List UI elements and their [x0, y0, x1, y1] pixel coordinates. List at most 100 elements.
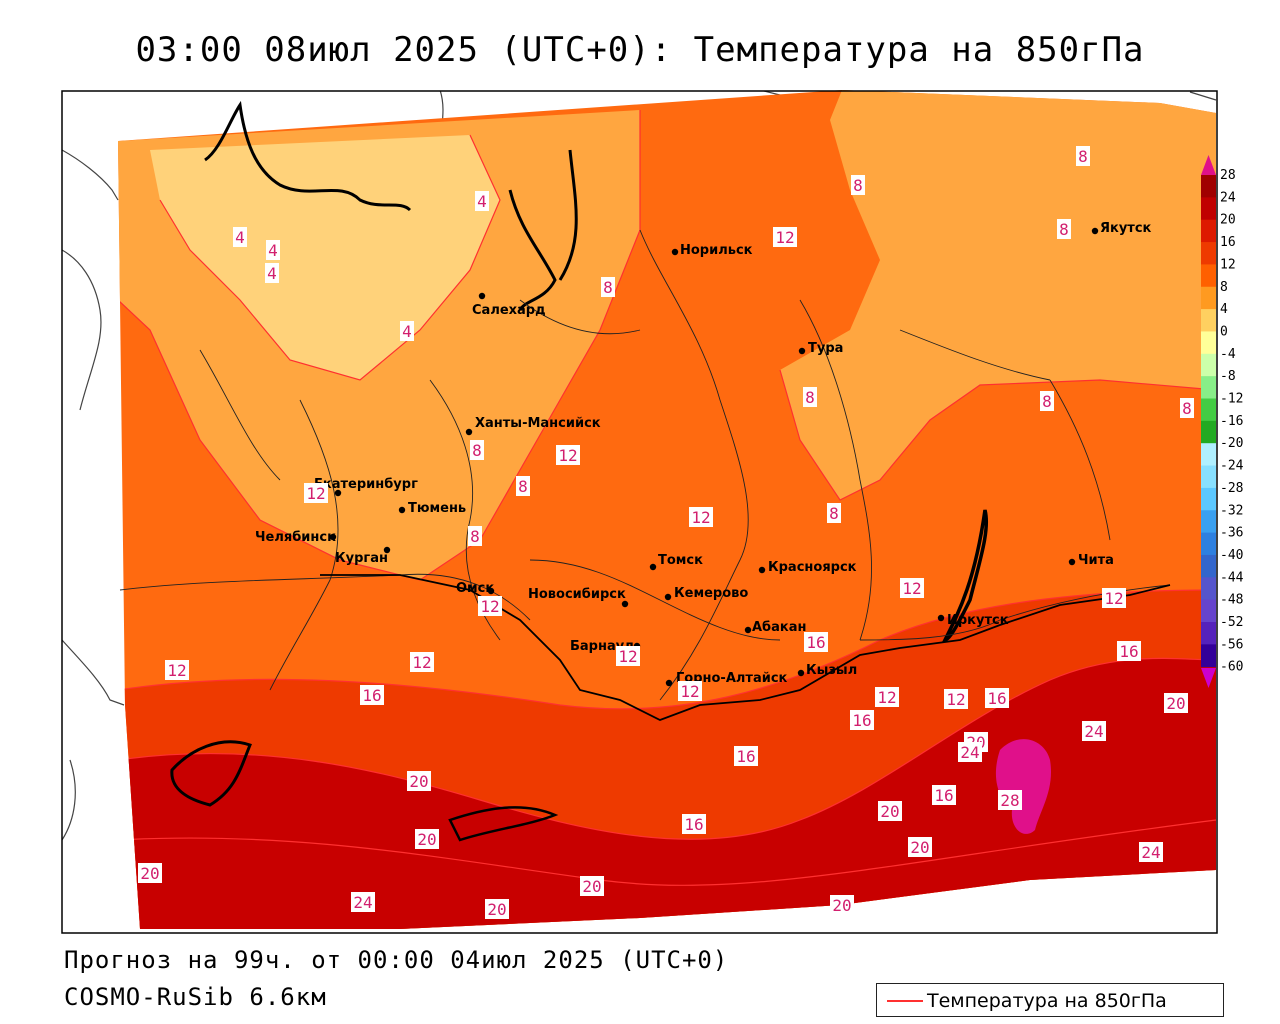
contour-label-bg: [556, 445, 580, 465]
contour-value-label: 16: [852, 711, 871, 730]
contour-value-label: 12: [167, 661, 186, 680]
colorbar-block: [1201, 487, 1216, 511]
contour-value-label: 4: [402, 322, 412, 341]
contour-label-bg: [265, 263, 279, 283]
city-label-ekaterinburg: Екатеринбург: [314, 477, 418, 492]
contour-value-label: 8: [1078, 147, 1088, 166]
colorbar-tick-label: 0: [1220, 324, 1228, 339]
contour-value-label: 12: [558, 446, 577, 465]
contour-value-label: 8: [1042, 392, 1052, 411]
colorbar-block: [1201, 197, 1216, 221]
colorbar-tick-label: 20: [1220, 213, 1236, 228]
contour-label-bg: [601, 277, 615, 297]
city-label-kyzyl: Кызыл: [806, 663, 857, 678]
colorbar-tick-label: -32: [1220, 503, 1243, 518]
colorbar-tick-label: 8: [1220, 280, 1228, 295]
colorbar-block: [1201, 309, 1216, 332]
contour-label-bg: [875, 687, 899, 707]
colorbar-tick-label: -28: [1220, 481, 1243, 496]
contour-value-label: 20: [487, 900, 506, 919]
colorbar-blocks: [1201, 175, 1216, 668]
contour-label-bg: [415, 829, 439, 849]
colorbar-tick-label: 4: [1220, 302, 1228, 317]
colorbar-tick-label: -20: [1220, 436, 1243, 451]
contour-value-label: 8: [853, 176, 863, 195]
colorbar-tick-label: 24: [1220, 190, 1236, 205]
city-labels: Норильск Якутск Салехард Тура Ханты-Манс…: [255, 221, 1152, 686]
contour-label-bg: [407, 771, 431, 791]
colorbar-block: [1201, 331, 1216, 355]
contour-value-label: 8: [518, 477, 528, 496]
colorbar-block: [1201, 622, 1216, 645]
contour-value-label: 20: [409, 772, 428, 791]
contour-value-label: 12: [775, 228, 794, 247]
colorbar-top-arrow: [1201, 155, 1216, 175]
colorbar-block: [1201, 644, 1216, 668]
contour-value-label: 12: [680, 682, 699, 701]
contour-value-label: 16: [362, 686, 381, 705]
contour-label-bg: [985, 688, 1009, 708]
contour-value-label: 8: [829, 504, 839, 523]
map-title: 03:00 08июл 2025 (UTC+0): Температура на…: [135, 30, 1145, 70]
colorbar-tick-label: -52: [1220, 615, 1243, 630]
contour-value-label: 4: [235, 228, 245, 247]
contour-label-bg: [580, 876, 604, 896]
contour-value-label: 16: [684, 815, 703, 834]
colorbar-tick-label: -60: [1220, 660, 1243, 675]
colorbar-tick-label: -44: [1220, 570, 1244, 585]
colorbar-tick-label: -24: [1220, 459, 1244, 474]
contour-value-label: 12: [480, 597, 499, 616]
city-dot: [398, 506, 406, 514]
colorbar-block: [1201, 443, 1216, 466]
contour-label-bg: [304, 483, 328, 503]
contour-value-label: 20: [1166, 694, 1185, 713]
contour-value-label: 16: [987, 689, 1006, 708]
colorbar-tick-label: -36: [1220, 526, 1243, 541]
contour-label-bg: [878, 801, 902, 821]
contour-label-bg: [1082, 721, 1106, 741]
contour-label-bg: [475, 191, 489, 211]
contour-value-label: 8: [603, 278, 613, 297]
contour-label-bg: [400, 321, 414, 341]
colorbar-block: [1201, 175, 1216, 198]
contour-label-bg: [1117, 641, 1141, 661]
city-label-chita: Чита: [1078, 553, 1114, 568]
colorbar-tick-label: -4: [1220, 347, 1236, 362]
contour-label-bg: [1057, 219, 1071, 239]
contour-label-bg: [1180, 398, 1194, 418]
colorbar-block: [1201, 376, 1216, 399]
city-label-abakan: Абакан: [752, 620, 807, 635]
contour-label-bg: [944, 689, 968, 709]
contour-value-label: 4: [267, 264, 277, 283]
city-dot: [649, 563, 657, 571]
city-dot: [671, 248, 679, 256]
contour-value-label: 4: [268, 241, 278, 260]
legend-label: Температура на 850гПа: [927, 990, 1167, 1012]
city-label-tyumen: Тюмень: [408, 501, 466, 516]
city-dot: [1091, 227, 1099, 235]
contour-value-label: 16: [934, 786, 953, 805]
contour-label-bg: [351, 892, 375, 912]
city-dot: [665, 679, 673, 687]
contour-value-label: 8: [805, 388, 815, 407]
city-label-kurgan: Курган: [335, 551, 388, 566]
contour-value-label: 12: [412, 653, 431, 672]
field-cold-west: [150, 135, 500, 380]
contour-value-label: 20: [832, 896, 851, 915]
colorbar-block: [1201, 353, 1216, 377]
contour-label-bg: [682, 814, 706, 834]
contour-label-bg: [468, 526, 482, 546]
city-dot: [744, 626, 752, 634]
colorbar-block: [1201, 554, 1216, 578]
contour-value-label: 20: [910, 838, 929, 857]
city-label-chelyabinsk: Челябинск: [255, 530, 336, 545]
field-hottest: [995, 739, 1052, 834]
city-label-tomsk: Томск: [658, 553, 703, 568]
contour-value-label: 16: [736, 747, 755, 766]
contour-label-bg: [803, 387, 817, 407]
contour-value-label: 8: [1059, 220, 1069, 239]
coastlines: [170, 100, 989, 842]
colorbar-block: [1201, 242, 1216, 265]
city-label-gorno-altaysk: Горно-Алтайск: [676, 671, 788, 686]
